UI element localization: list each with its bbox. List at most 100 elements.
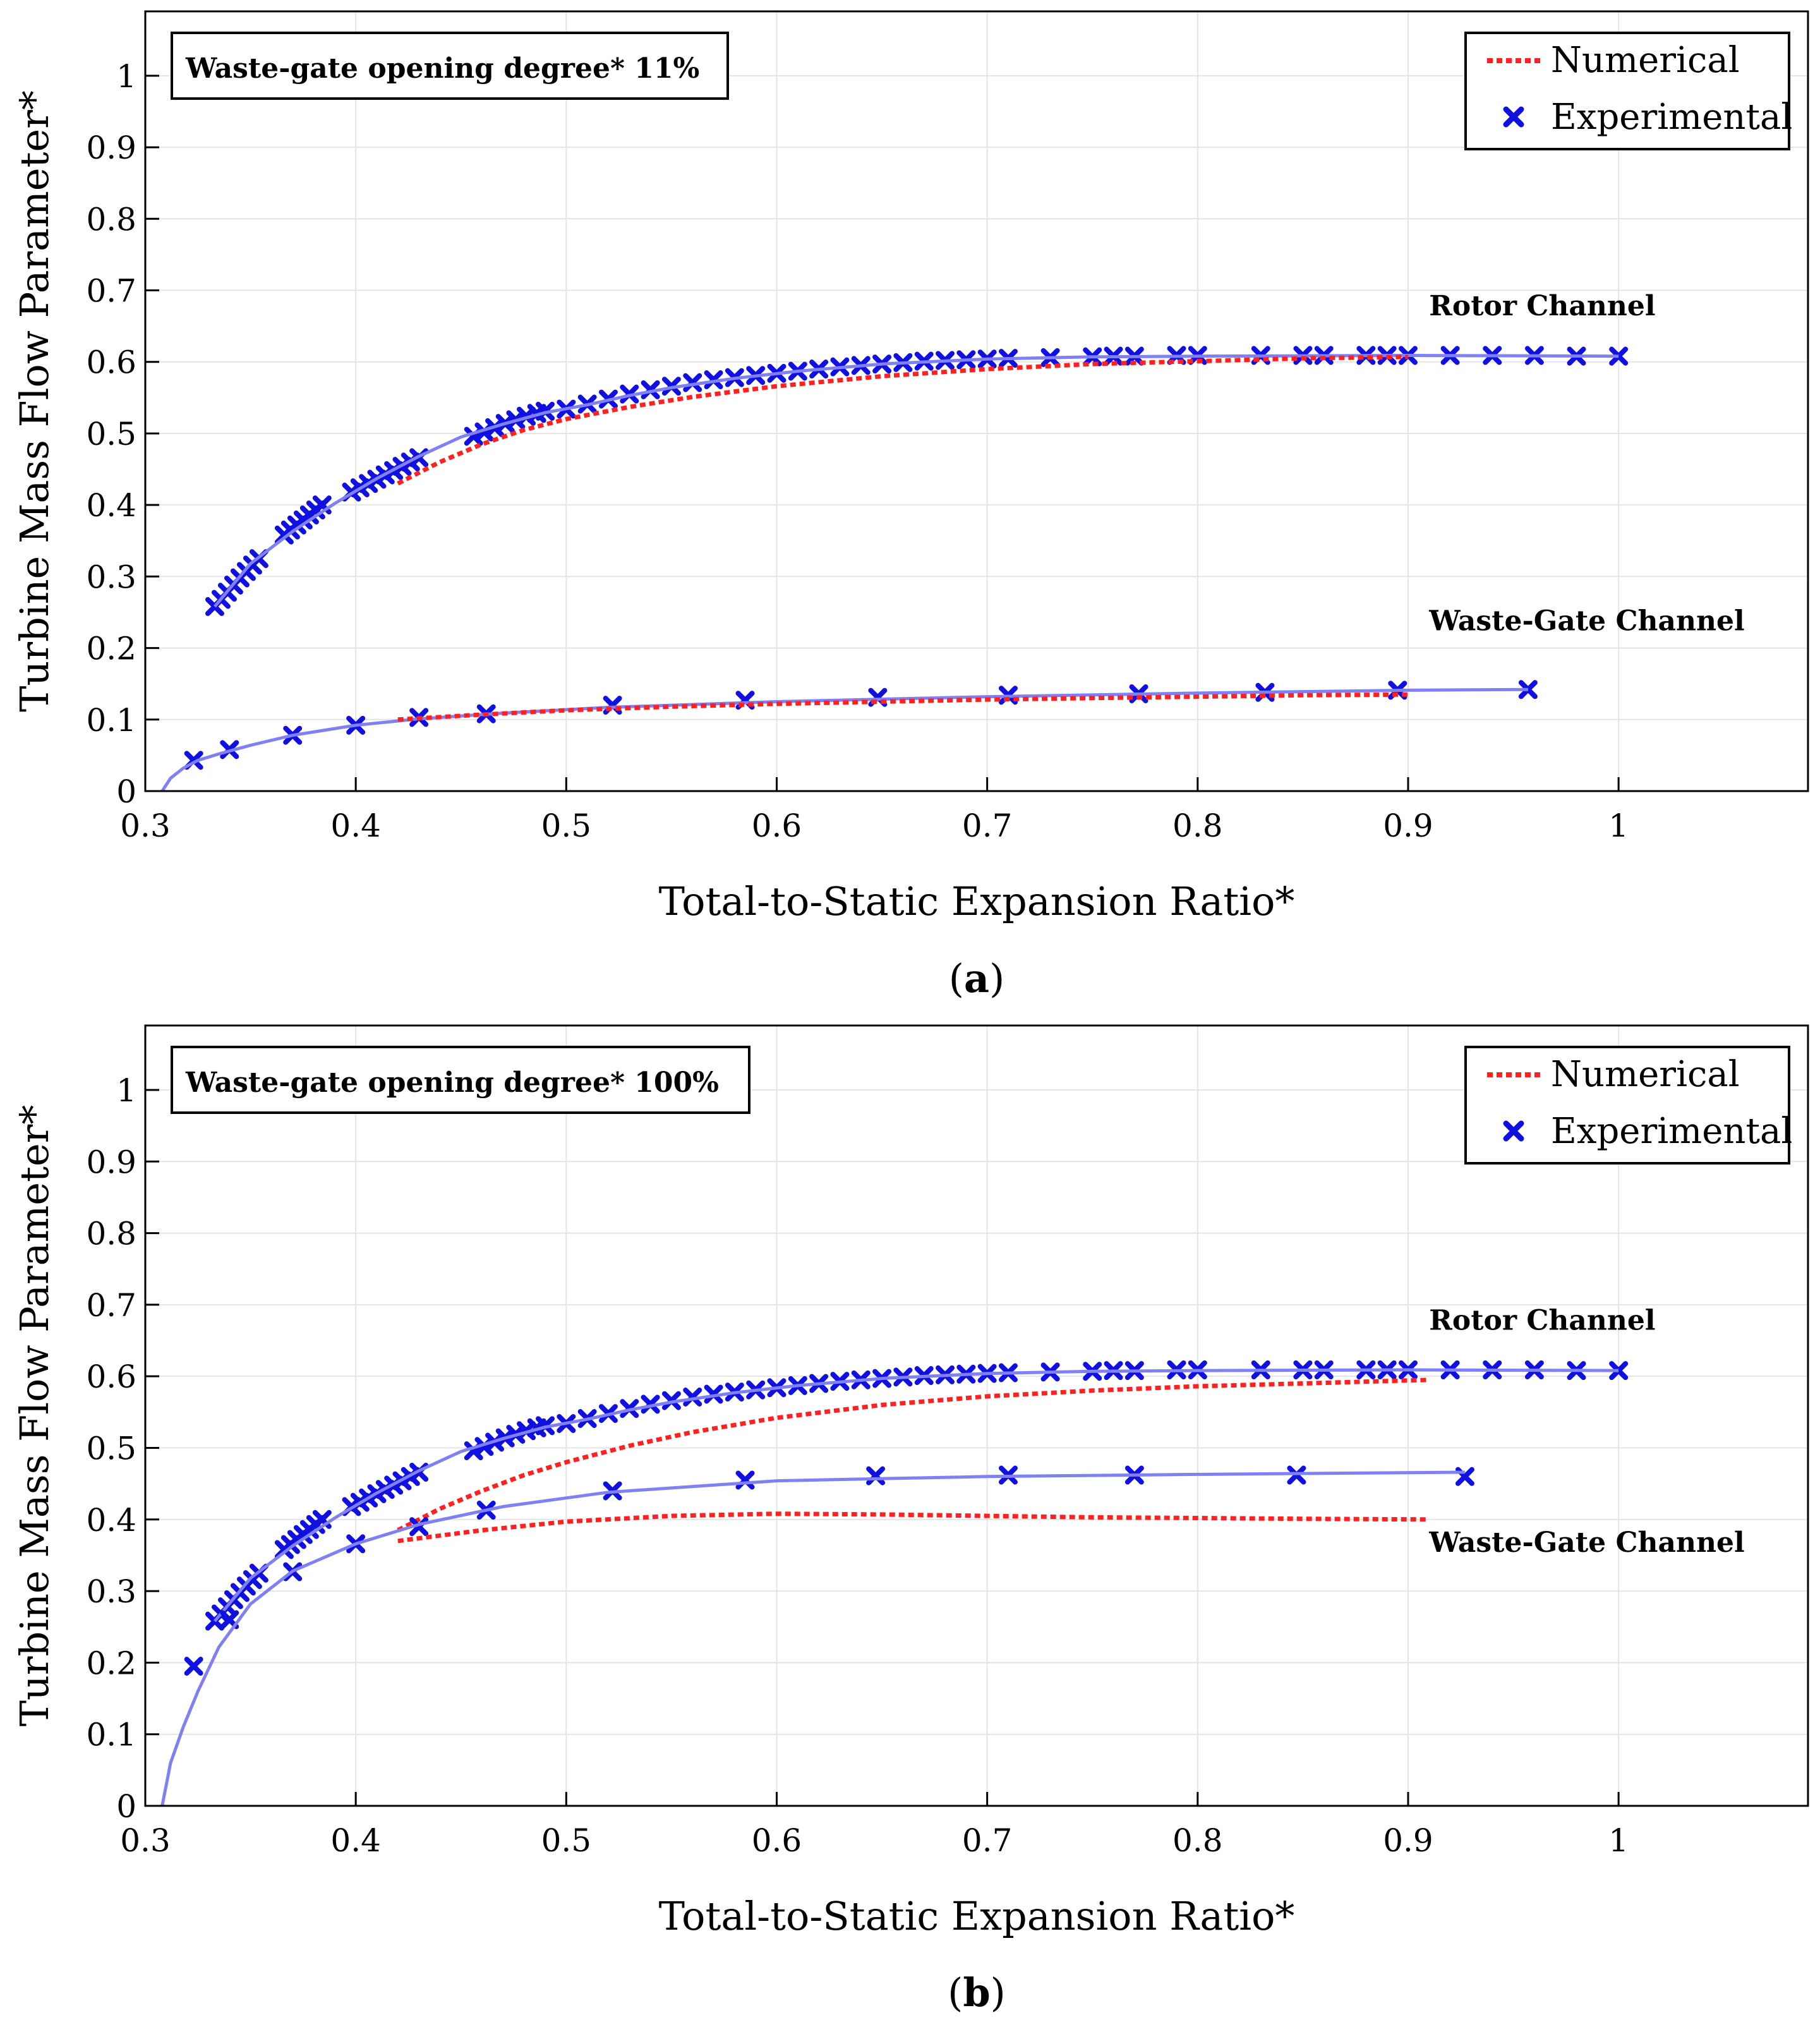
panel-caption: (a) [949, 955, 1005, 1001]
y-tick-label: 0.6 [86, 344, 136, 381]
y-tick-label: 0.9 [86, 1144, 136, 1180]
axes-frame [144, 1024, 1809, 1807]
y-tick-label: 0.2 [86, 631, 136, 667]
x-tick-label: 0.7 [962, 808, 1013, 844]
x-tick-label: 0.8 [1172, 1822, 1223, 1859]
channel-label: Rotor Channel [1429, 1305, 1655, 1337]
legend-numerical-label: Numerical [1551, 40, 1740, 81]
annotation-text: Waste-gate opening degree* 100% [185, 1067, 719, 1099]
channel-label: Waste-Gate Channel [1428, 1527, 1744, 1559]
numerical-line [397, 1511, 1430, 1544]
y-tick-label: 0.3 [86, 559, 136, 595]
channel-label: Waste-Gate Channel [1428, 605, 1744, 637]
marker-stroke [683, 1388, 702, 1407]
x-tick-label: 0.4 [330, 1822, 381, 1859]
panel-b: 0.3 0.4 0.5 0.6 0.7 0.8 0.9 1 0 0.1 0.2 0.3 0.4 0.5 0.… [11, 1024, 1809, 2016]
series-fit [160, 687, 1528, 792]
marker-stroke [704, 370, 723, 390]
legend-box [1464, 1046, 1790, 1165]
x-tick-label: 1 [1608, 808, 1629, 844]
series-fit [213, 1368, 1619, 1623]
axes-frame [144, 10, 1809, 792]
series-numerical [397, 1511, 1430, 1544]
x-tick-label: 0.7 [962, 1822, 1013, 1859]
x-tick-label: 0.3 [120, 1822, 171, 1859]
marker-stroke [1503, 106, 1524, 128]
fit-line [213, 1368, 1619, 1623]
legend-box [1464, 32, 1790, 150]
data-point [683, 1388, 702, 1407]
y-tick-label: 1 [116, 58, 136, 95]
y-tick-label: 0.4 [86, 1502, 136, 1539]
caption-part: ) [989, 955, 1004, 1001]
data-point [704, 1384, 723, 1404]
legend-experimental-label: Experimental [1551, 1111, 1792, 1152]
x-tick-label: 0.5 [541, 808, 592, 844]
y-tick-label: 0.1 [86, 1717, 136, 1753]
series-fit [213, 353, 1619, 608]
series-fit [160, 1470, 1465, 1806]
caption-part: ( [949, 955, 964, 1001]
marker-stroke [1455, 1467, 1474, 1486]
data-point [641, 1395, 660, 1414]
y-tick-label: 0 [116, 773, 136, 810]
data-point [704, 370, 723, 390]
x-tick-label: 0.8 [1172, 808, 1223, 844]
x-axis-label: Total-to-Static Expansion Ratio* [659, 878, 1295, 924]
data-point [641, 380, 660, 399]
marker-stroke [220, 1610, 239, 1630]
marker-stroke [312, 495, 332, 515]
panel-caption: (b) [948, 1969, 1006, 2016]
x-tick-label: 0.9 [1383, 1822, 1433, 1859]
caption-part: ( [948, 1969, 963, 2016]
numerical-line [397, 1377, 1430, 1532]
series-numerical [397, 354, 1409, 486]
legend-experimental-swatch [1503, 1120, 1524, 1142]
caption-part: a [964, 955, 989, 1001]
legend-experimental-label: Experimental [1551, 97, 1792, 138]
legend-experimental-swatch [1503, 106, 1524, 128]
data-point [184, 1657, 203, 1676]
y-tick-label: 1 [116, 1072, 136, 1109]
annotation-box [171, 32, 729, 100]
x-tick-label: 0.3 [120, 808, 171, 844]
y-axis-label: Turbine Mass Flow Parameter* [11, 1105, 57, 1727]
y-tick-label: 0.8 [86, 1216, 136, 1252]
y-tick-label: 0.9 [86, 130, 136, 166]
data-point [683, 373, 702, 392]
fit-line [160, 687, 1528, 792]
legend: Numerical Experimental [1464, 1046, 1792, 1165]
x-axis-label: Total-to-Static Expansion Ratio* [659, 1893, 1295, 1939]
y-axis-label: Turbine Mass Flow Parameter* [11, 90, 57, 712]
y-tick-label: 0.7 [86, 273, 136, 310]
y-tick-label: 0.7 [86, 1287, 136, 1324]
marker-stroke [1503, 1120, 1524, 1142]
y-tick-label: 0.2 [86, 1645, 136, 1681]
y-tick-label: 0.3 [86, 1573, 136, 1610]
marker-stroke [312, 1510, 332, 1529]
x-tick-label: 0.5 [541, 1822, 592, 1859]
numerical-line [397, 692, 1409, 722]
y-tick-label: 0.5 [86, 1430, 136, 1467]
x-tick-label: 0.4 [330, 808, 381, 844]
marker-stroke [683, 373, 702, 392]
y-tick-label: 0.6 [86, 1358, 136, 1395]
channel-label: Rotor Channel [1429, 290, 1655, 322]
x-tick-label: 0.6 [752, 808, 802, 844]
y-tick-label: 0.1 [86, 702, 136, 739]
y-tick-label: 0.5 [86, 416, 136, 452]
x-tick-label: 0.9 [1383, 808, 1433, 844]
y-tick-label: 0.8 [86, 201, 136, 238]
caption-part: ) [991, 1969, 1006, 2016]
legend: Numerical Experimental [1464, 32, 1792, 150]
panel-a: 0.3 0.4 0.5 0.6 0.7 0.8 0.9 1 0 0.1 0.2 0.3 0.4 0.5 0.… [11, 10, 1809, 1001]
series-numerical [397, 1377, 1430, 1532]
caption-part: b [963, 1969, 990, 2016]
fit-line [160, 1470, 1465, 1806]
annotation-box [171, 1046, 750, 1114]
x-tick-label: 1 [1608, 1822, 1629, 1859]
numerical-line [397, 354, 1409, 486]
marker-stroke [641, 1395, 660, 1414]
marker-stroke [641, 380, 660, 399]
